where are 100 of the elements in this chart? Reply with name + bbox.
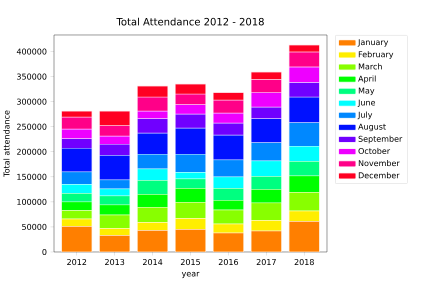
bar	[288, 160, 320, 176]
y-axis-title: Total attendance	[3, 110, 10, 177]
bar	[250, 79, 282, 93]
legend-label: October	[358, 148, 390, 154]
legend-label: November	[358, 160, 400, 166]
bar	[212, 112, 244, 124]
bar	[250, 202, 282, 221]
bar	[99, 180, 130, 190]
bar	[212, 176, 244, 189]
bar	[250, 176, 282, 190]
bar	[175, 84, 206, 94]
y-tick-label: 200000	[17, 148, 46, 155]
bar	[137, 180, 168, 195]
legend-label: August	[358, 124, 386, 132]
bar	[61, 148, 92, 172]
bar	[137, 168, 168, 181]
y-tick-label: 300000	[17, 98, 46, 105]
bar	[61, 110, 92, 118]
legend-label: June	[358, 100, 376, 108]
bar	[288, 52, 320, 68]
bar	[288, 210, 320, 222]
bar	[175, 94, 206, 105]
bar	[288, 122, 320, 147]
legend-label: May	[358, 88, 374, 96]
bar	[212, 232, 244, 252]
bar	[61, 218, 92, 227]
legend-label: March	[358, 63, 382, 70]
bar	[99, 110, 130, 126]
bar	[288, 146, 320, 162]
bar	[61, 210, 92, 220]
bar	[212, 200, 244, 210]
bar	[175, 202, 206, 219]
bar	[288, 44, 320, 52]
bar	[288, 82, 320, 98]
bar	[137, 96, 168, 112]
bar	[137, 230, 168, 252]
bar	[288, 192, 320, 212]
bar	[61, 128, 92, 140]
bar	[212, 188, 244, 201]
bar	[99, 125, 130, 137]
bar	[99, 154, 130, 180]
bar	[61, 202, 92, 211]
bar	[99, 235, 130, 252]
bar	[99, 196, 130, 206]
bar	[99, 188, 130, 196]
bar	[250, 142, 282, 162]
bar	[137, 86, 168, 98]
x-tick-label: 2012	[67, 259, 86, 266]
bar	[175, 154, 206, 173]
bar	[99, 204, 130, 216]
bar	[250, 220, 282, 232]
bar	[250, 106, 282, 119]
bar	[175, 128, 206, 155]
bar	[61, 116, 92, 130]
y-tick-label: 50000	[22, 224, 46, 230]
bar	[61, 184, 92, 194]
chart-title: Total Attendance 2012 - 2018	[116, 18, 264, 26]
bar	[175, 218, 206, 230]
bar	[288, 96, 320, 123]
legend-label: January	[358, 39, 388, 47]
bar	[250, 160, 282, 177]
bar	[137, 118, 168, 134]
bar	[61, 226, 92, 252]
x-tick-label: 2018	[294, 259, 314, 266]
bar	[137, 207, 168, 223]
bar	[175, 114, 206, 129]
bar	[137, 222, 168, 231]
x-axis-title: year	[182, 272, 200, 278]
bar	[250, 92, 282, 108]
bar	[212, 134, 244, 160]
x-tick-label: 2016	[218, 259, 238, 266]
y-tick-label: 350000	[17, 74, 46, 80]
bar	[175, 229, 206, 252]
bar	[175, 188, 206, 203]
bar	[288, 221, 320, 252]
bar	[212, 100, 244, 114]
bar	[250, 72, 282, 80]
legend-label: September	[358, 136, 402, 144]
y-tick-label: 0	[42, 248, 46, 256]
x-tick-label: 2017	[256, 259, 276, 266]
bar	[175, 178, 206, 189]
x-tick-label: 2015	[180, 259, 200, 266]
bar	[61, 193, 92, 202]
bar	[175, 104, 206, 114]
legend-label: April	[358, 75, 376, 84]
bar	[250, 230, 282, 252]
y-tick-label: 150000	[17, 174, 46, 180]
bar	[137, 132, 168, 155]
bar	[137, 194, 168, 208]
legend-label: December	[358, 172, 400, 178]
bar	[137, 154, 168, 170]
bar	[250, 189, 282, 204]
bar	[212, 210, 244, 224]
y-tick-label: 100000	[17, 198, 46, 205]
bar	[212, 92, 244, 100]
bar	[99, 144, 130, 156]
x-tick-label: 2014	[142, 259, 162, 266]
bar	[212, 122, 244, 136]
bar	[288, 176, 320, 193]
bar	[137, 110, 168, 119]
